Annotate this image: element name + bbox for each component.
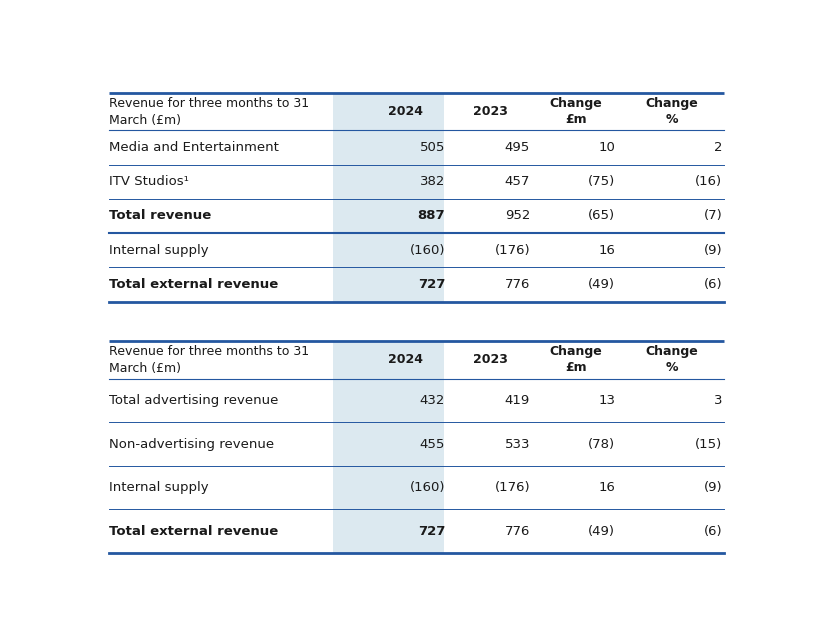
Text: 419: 419 [505,394,530,407]
Text: (176): (176) [494,244,530,257]
Text: 533: 533 [505,437,530,451]
Text: Total advertising revenue: Total advertising revenue [109,394,279,407]
Text: 382: 382 [420,175,445,188]
Text: 727: 727 [418,524,445,538]
Text: 2024: 2024 [388,353,423,366]
Text: 495: 495 [505,141,530,154]
Text: (49): (49) [588,524,615,538]
Text: 455: 455 [420,437,445,451]
Text: (7): (7) [703,209,722,223]
Text: Revenue for three months to 31
March (£m): Revenue for three months to 31 March (£m… [109,97,309,127]
Text: (16): (16) [695,175,722,188]
Text: Change
£m: Change £m [550,97,602,126]
Text: (6): (6) [703,278,722,291]
Text: 16: 16 [598,481,615,494]
Text: Revenue for three months to 31
March (£m): Revenue for three months to 31 March (£m… [109,345,309,375]
Text: (49): (49) [588,278,615,291]
Text: (6): (6) [703,524,722,538]
Text: 776: 776 [505,278,530,291]
Text: 432: 432 [420,394,445,407]
Text: 2024: 2024 [388,105,423,118]
Text: 952: 952 [505,209,530,223]
Text: Change
£m: Change £m [550,345,602,374]
Text: Total external revenue: Total external revenue [109,524,278,538]
Text: 505: 505 [420,141,445,154]
Text: 2023: 2023 [473,105,508,118]
Text: (65): (65) [588,209,615,223]
Text: 776: 776 [505,524,530,538]
Bar [333,93,444,302]
Text: (15): (15) [695,437,722,451]
Text: Change
%: Change % [646,97,698,126]
Text: 2023: 2023 [473,353,508,366]
Text: 887: 887 [417,209,445,223]
Text: 10: 10 [598,141,615,154]
Text: Change
%: Change % [646,345,698,374]
Bar [333,341,444,553]
Text: 457: 457 [505,175,530,188]
Text: 16: 16 [598,244,615,257]
Text: (9): (9) [703,481,722,494]
Text: (160): (160) [410,481,445,494]
Text: Total revenue: Total revenue [109,209,211,223]
Text: (176): (176) [494,481,530,494]
Text: (160): (160) [410,244,445,257]
Text: Internal supply: Internal supply [109,244,209,257]
Text: 727: 727 [418,278,445,291]
Text: (75): (75) [588,175,615,188]
Text: 2: 2 [714,141,722,154]
Text: 3: 3 [714,394,722,407]
Text: (78): (78) [588,437,615,451]
Text: 13: 13 [598,394,615,407]
Text: Total external revenue: Total external revenue [109,278,278,291]
Text: Internal supply: Internal supply [109,481,209,494]
Text: Non-advertising revenue: Non-advertising revenue [109,437,274,451]
Text: Media and Entertainment: Media and Entertainment [109,141,279,154]
Text: (9): (9) [703,244,722,257]
Text: ITV Studios¹: ITV Studios¹ [109,175,189,188]
